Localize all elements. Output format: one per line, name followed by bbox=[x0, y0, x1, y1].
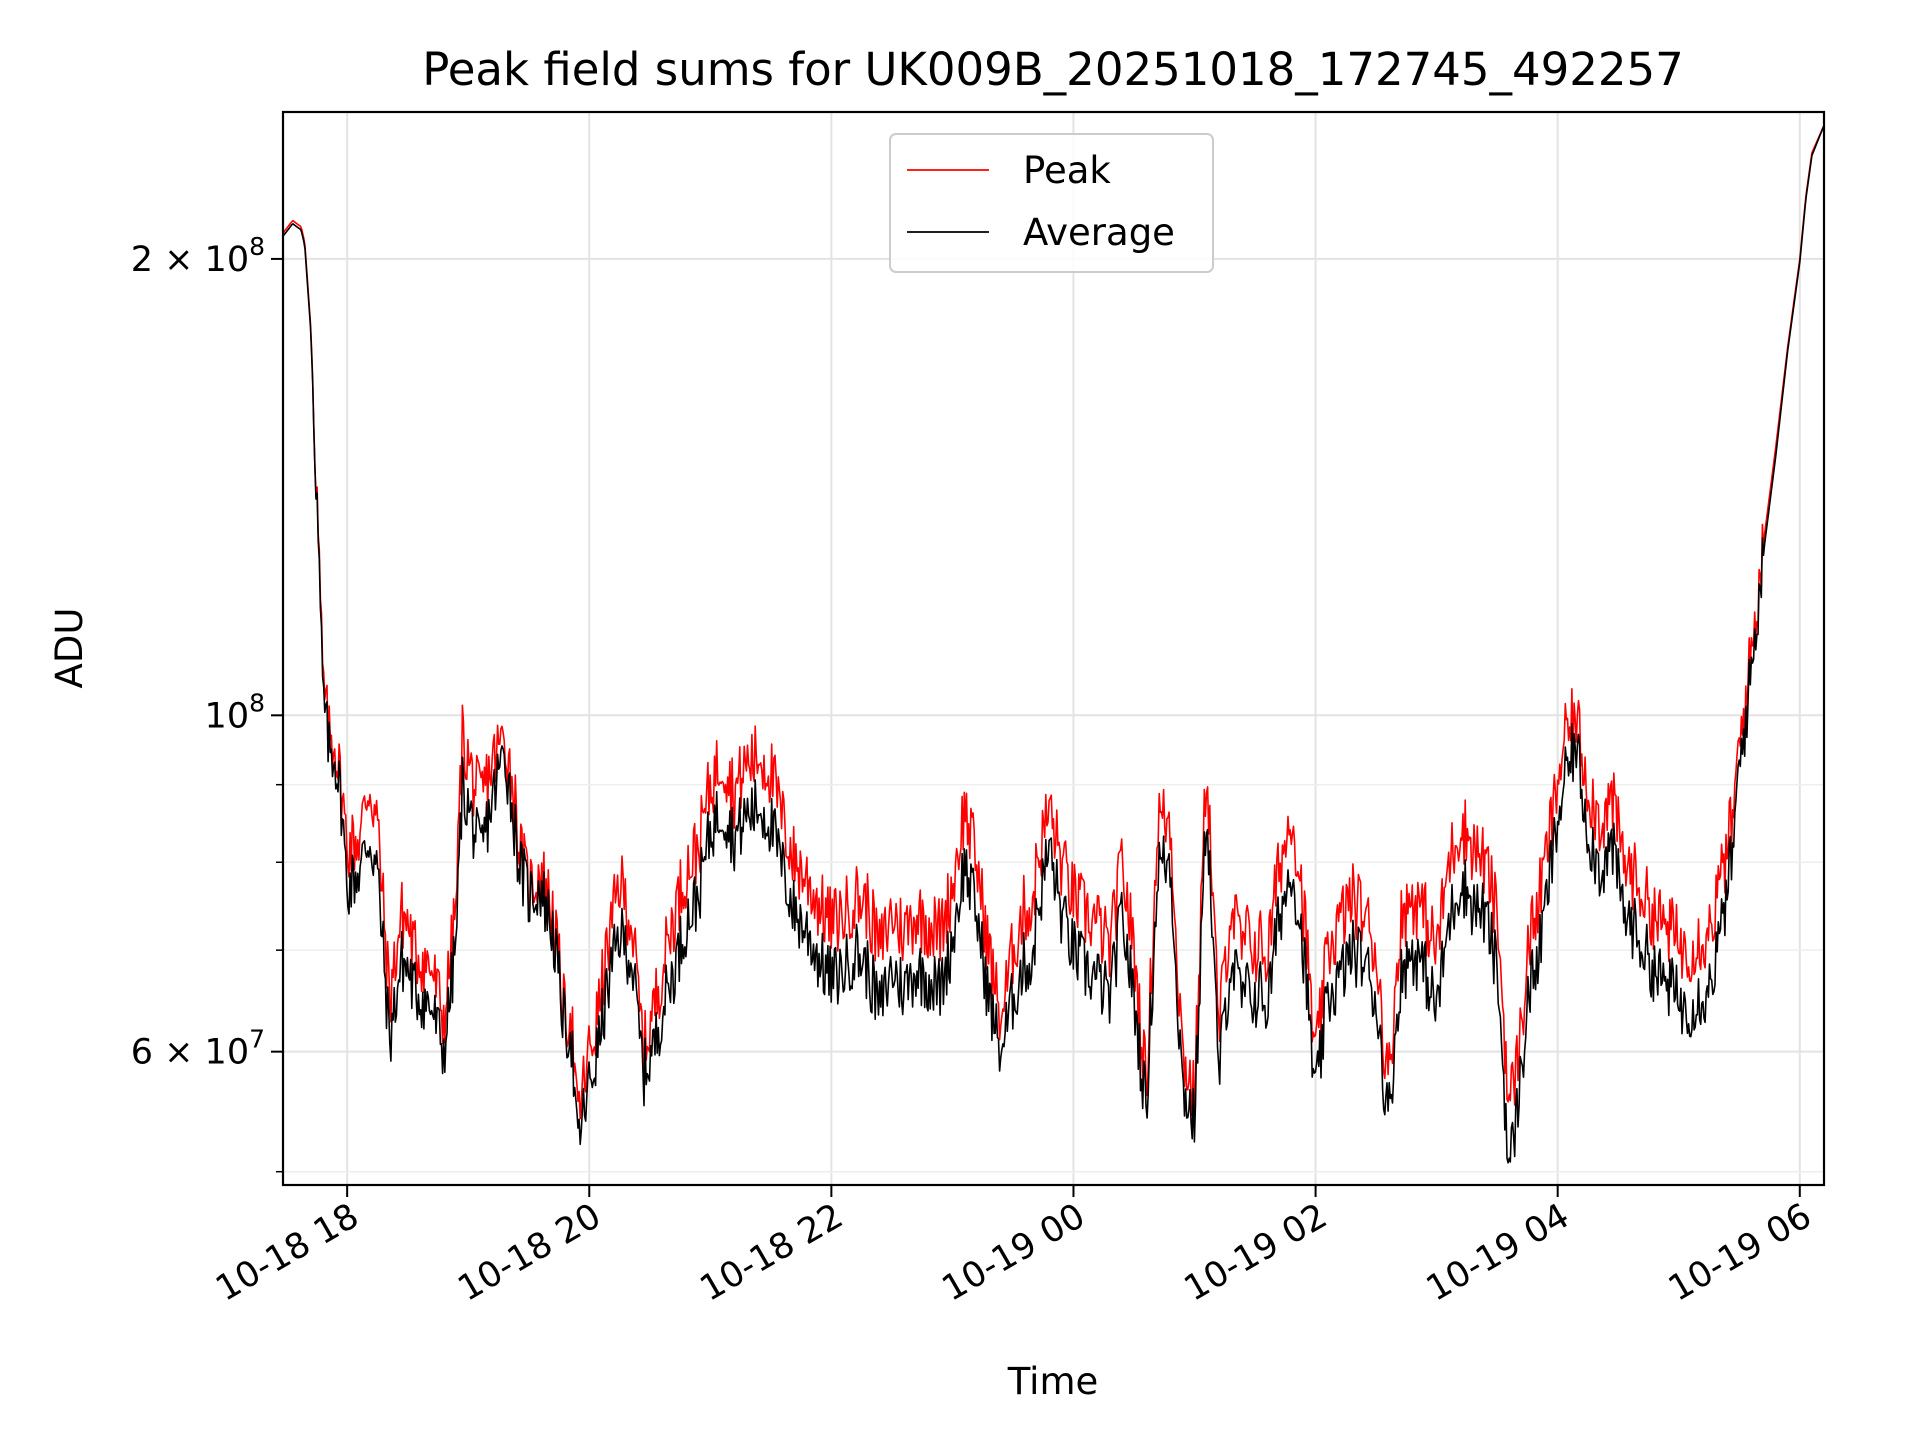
x-axis-label: Time bbox=[1007, 1360, 1099, 1403]
y-tick-label: 6 × 107 bbox=[131, 1025, 265, 1073]
y-tick-base: 2 × 10 bbox=[131, 240, 249, 280]
y-tick-label: 2 × 108 bbox=[131, 232, 265, 280]
legend-label-peak: Peak bbox=[1023, 149, 1111, 192]
y-tick-base: 10 bbox=[205, 696, 250, 736]
grid bbox=[283, 112, 1824, 1185]
y-tick-base: 6 × 10 bbox=[131, 1033, 249, 1073]
series-line-peak bbox=[282, 124, 1825, 1121]
series-line-average bbox=[282, 125, 1825, 1164]
legend: Peak Average bbox=[889, 133, 1214, 273]
y-tick-label: 108 bbox=[205, 688, 265, 736]
series-layer bbox=[282, 124, 1825, 1164]
y-axis-label: ADU bbox=[48, 608, 91, 689]
chart-title: Peak field sums for UK009B_20251018_1727… bbox=[422, 43, 1684, 96]
y-tick-exponent: 8 bbox=[249, 232, 265, 261]
legend-label-average: Average bbox=[1023, 211, 1175, 254]
plot-frame bbox=[281, 110, 1826, 1187]
y-tick-exponent: 7 bbox=[249, 1025, 265, 1054]
legend-box bbox=[889, 133, 1214, 273]
y-tick-exponent: 8 bbox=[249, 688, 265, 717]
